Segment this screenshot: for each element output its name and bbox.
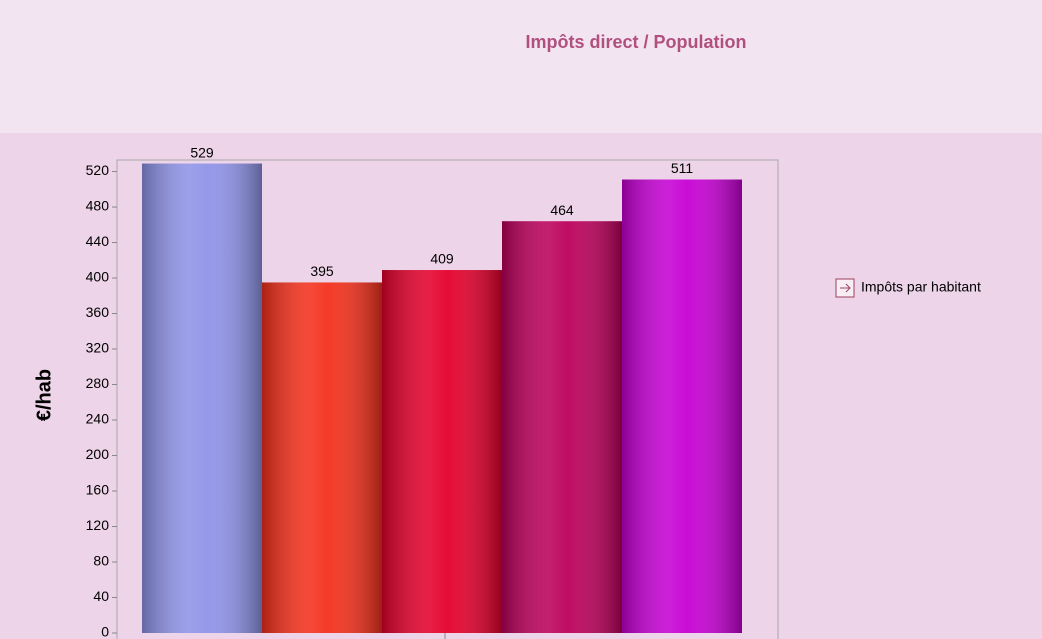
y-tick-label: 200 bbox=[86, 446, 110, 462]
value-label: 529 bbox=[190, 144, 214, 160]
value-label: 511 bbox=[671, 160, 694, 176]
y-tick-label: 120 bbox=[86, 517, 110, 533]
y-tick-label: 280 bbox=[86, 375, 110, 391]
legend-label: Impôts par habitant bbox=[861, 279, 981, 295]
y-tick-label: 520 bbox=[86, 162, 110, 178]
y-tick-label: 480 bbox=[86, 198, 110, 214]
bar-shading bbox=[502, 221, 622, 633]
y-tick-label: 80 bbox=[93, 553, 109, 569]
bar-shading bbox=[622, 179, 742, 634]
value-label: 395 bbox=[310, 263, 334, 279]
chart-title: Impôts direct / Population bbox=[525, 32, 746, 52]
y-axis-label: €/hab bbox=[33, 369, 55, 421]
y-tick-label: 320 bbox=[86, 340, 110, 356]
bar-shading bbox=[382, 270, 502, 633]
y-tick-label: 40 bbox=[93, 588, 109, 604]
y-tick-label: 160 bbox=[86, 482, 110, 498]
bar-shading bbox=[142, 163, 262, 633]
value-label: 409 bbox=[430, 251, 454, 267]
y-tick-label: 0 bbox=[101, 624, 109, 639]
y-tick-label: 240 bbox=[86, 411, 110, 427]
y-tick-label: 400 bbox=[86, 269, 110, 285]
y-tick-label: 440 bbox=[86, 233, 110, 249]
plot-frame bbox=[116, 159, 779, 639]
y-tick-label: 360 bbox=[86, 304, 110, 320]
header-band bbox=[0, 0, 1042, 133]
value-label: 464 bbox=[550, 202, 574, 218]
bar-shading bbox=[262, 282, 382, 633]
legend-arrow bbox=[840, 283, 851, 293]
